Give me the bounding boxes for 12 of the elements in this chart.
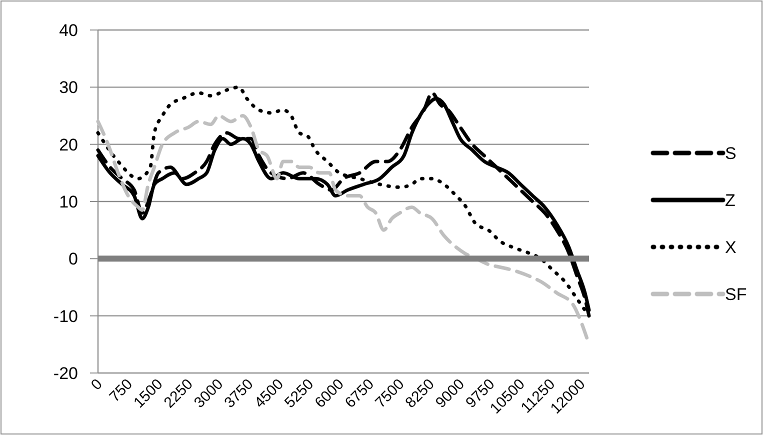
y-tick-label: 40 <box>59 20 78 40</box>
legend-label: S <box>725 144 736 163</box>
legend-label: SF <box>725 284 747 304</box>
x-tick-label: 0 <box>88 376 106 394</box>
y-tick-label: 10 <box>59 192 78 212</box>
y-tick-label: -10 <box>53 306 78 326</box>
y-tick-label: -20 <box>53 364 78 383</box>
legend-label: Z <box>725 190 736 210</box>
y-tick-label: 0 <box>68 250 78 269</box>
y-tick-label: 20 <box>59 135 78 154</box>
y-tick-label: 30 <box>59 78 78 98</box>
legend-label: X <box>725 238 736 257</box>
